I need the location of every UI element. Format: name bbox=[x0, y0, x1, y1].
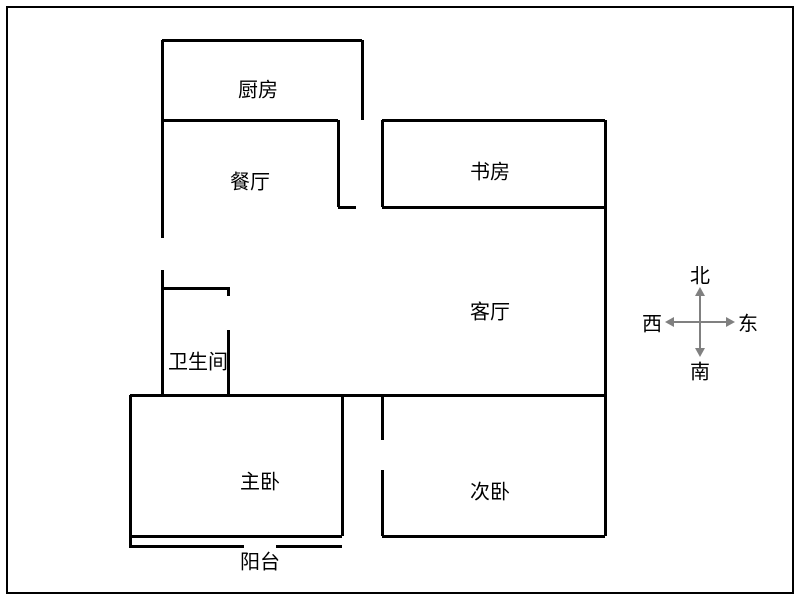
wall-segment bbox=[162, 119, 338, 122]
wall-segment bbox=[382, 206, 605, 209]
wall-segment bbox=[276, 545, 342, 548]
wall-segment bbox=[337, 120, 340, 207]
compass-arrow-east-icon bbox=[726, 317, 735, 327]
label-bathroom: 卫生间 bbox=[168, 346, 228, 375]
label-kitchen: 厨房 bbox=[238, 74, 278, 103]
compass-label-south: 南 bbox=[690, 356, 710, 385]
wall-segment bbox=[382, 119, 605, 122]
compass-label-east: 东 bbox=[738, 308, 758, 337]
wall-segment bbox=[130, 535, 342, 538]
wall-segment bbox=[162, 287, 230, 290]
wall-segment bbox=[129, 395, 132, 548]
label-master-bed: 主卧 bbox=[240, 466, 280, 495]
compass-label-west: 西 bbox=[642, 308, 662, 337]
wall-segment bbox=[161, 270, 164, 288]
label-study: 书房 bbox=[470, 156, 510, 185]
wall-segment bbox=[130, 545, 244, 548]
wall-segment bbox=[161, 288, 164, 395]
wall-segment bbox=[604, 120, 607, 536]
wall-segment bbox=[381, 120, 384, 207]
wall-segment bbox=[161, 40, 164, 238]
wall-segment bbox=[227, 288, 230, 296]
compass-axis-horizontal bbox=[672, 321, 728, 323]
wall-segment bbox=[338, 206, 356, 209]
compass-arrow-west-icon bbox=[665, 317, 674, 327]
wall-segment bbox=[162, 39, 362, 42]
label-dining: 餐厅 bbox=[230, 166, 270, 195]
wall-segment bbox=[361, 40, 364, 120]
wall-segment bbox=[381, 470, 384, 536]
label-balcony: 阳台 bbox=[240, 546, 280, 575]
label-second-bed: 次卧 bbox=[470, 476, 510, 505]
wall-segment bbox=[382, 535, 605, 538]
wall-segment bbox=[381, 395, 384, 440]
floorplan-canvas: 厨房 餐厅 书房 客厅 卫生间 主卧 次卧 阳台 北南西 东 bbox=[0, 0, 800, 600]
wall-segment bbox=[130, 394, 178, 397]
label-living: 客厅 bbox=[470, 296, 510, 325]
compass-label-north: 北 bbox=[690, 260, 710, 289]
outer-border bbox=[6, 6, 794, 594]
wall-segment bbox=[341, 395, 344, 536]
wall-segment bbox=[207, 394, 605, 397]
